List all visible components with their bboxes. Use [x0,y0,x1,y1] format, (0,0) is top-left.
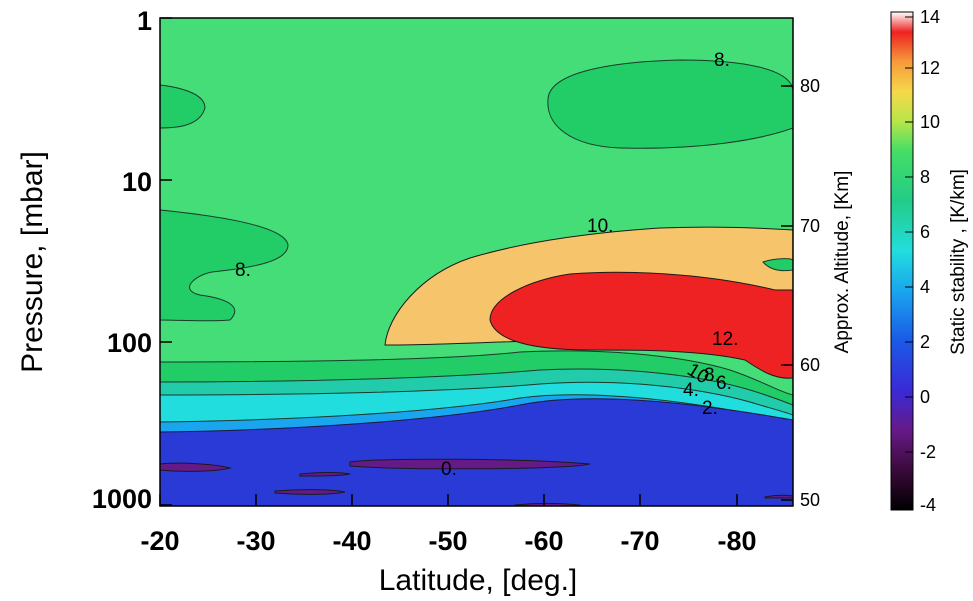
x-tick-label: -80 [717,526,756,556]
y2-tick-label: 80 [800,76,820,96]
colorbar-tick-label: 2 [920,332,930,352]
plot-frame [159,17,794,507]
region-right-wiggle [762,258,793,272]
contour-label: 8. [714,50,730,71]
colorbar-tick-label: 4 [920,277,930,297]
region-upper-right-blob [547,59,793,149]
colorbar-tick-label: -2 [920,442,936,462]
y2-axis-title: Approx. Altitude, [Km] [832,171,853,354]
y-tick-label: 1000 [92,484,152,514]
x-axis-labels: -20 -30 -40 -50 -60 -70 -80 [140,526,756,556]
region-purple-small1 [299,472,351,477]
contour-label: 2. [702,398,718,419]
y-tick-label: 100 [107,328,152,358]
colorbar-labels: 14 12 10 8 6 4 2 0 -2 -4 [920,7,940,515]
x-tick-label: -30 [236,526,275,556]
region-mid-left-blob [160,209,289,322]
contour-label: 4. [683,380,699,401]
colorbar [890,11,914,511]
contour-fills [160,18,793,506]
contour-label: 12. [712,329,738,350]
y2-axis-ticks [781,85,793,501]
colorbar-tick-label: 14 [920,7,940,27]
region-purple-small2 [274,489,346,495]
colorbar-ticks [905,16,913,506]
y-tick-label: 1 [137,6,152,36]
colorbar-tick-label: 8 [920,167,930,187]
x-axis-title: Latitude, [deg.] [379,564,578,597]
region-purple-small4 [764,494,793,499]
contour-label: 10. [587,216,613,237]
y2-tick-label: 70 [800,216,820,236]
colorbar-tick-label: 6 [920,222,930,242]
y-axis-ticks [160,17,172,506]
y2-tick-label: 50 [800,490,820,510]
x-tick-label: -60 [524,526,563,556]
y-tick-label: 10 [122,167,152,197]
region-purple-left [160,462,232,472]
y-axis-title: Pressure, [mbar] [16,151,49,373]
colorbar-title: Static stability , [K/km] [948,169,969,355]
region-red [489,271,793,379]
y2-tick-label: 60 [800,355,820,375]
y2-axis-labels: 80 70 60 50 [800,76,820,510]
contour-label: 0. [441,459,457,480]
region-purple-center [349,458,591,470]
y-axis-labels: 1 10 100 1000 [92,6,152,514]
colorbar-tick-label: 12 [920,58,940,78]
contour-label: 6. [716,373,732,394]
x-axis-ticks [159,494,738,506]
colorbar-tick-label: 0 [920,387,930,407]
contour-label: 8. [704,365,720,386]
contour-label: 8. [235,260,251,281]
x-tick-label: -50 [428,526,467,556]
colorbar-tick-label: -4 [920,495,936,515]
region-upper-left-blob [160,84,206,129]
x-tick-label: -70 [620,526,659,556]
x-tick-label: -20 [140,526,179,556]
x-tick-label: -40 [332,526,371,556]
colorbar-tick-label: 10 [920,112,940,132]
region-blue-band [160,398,793,506]
